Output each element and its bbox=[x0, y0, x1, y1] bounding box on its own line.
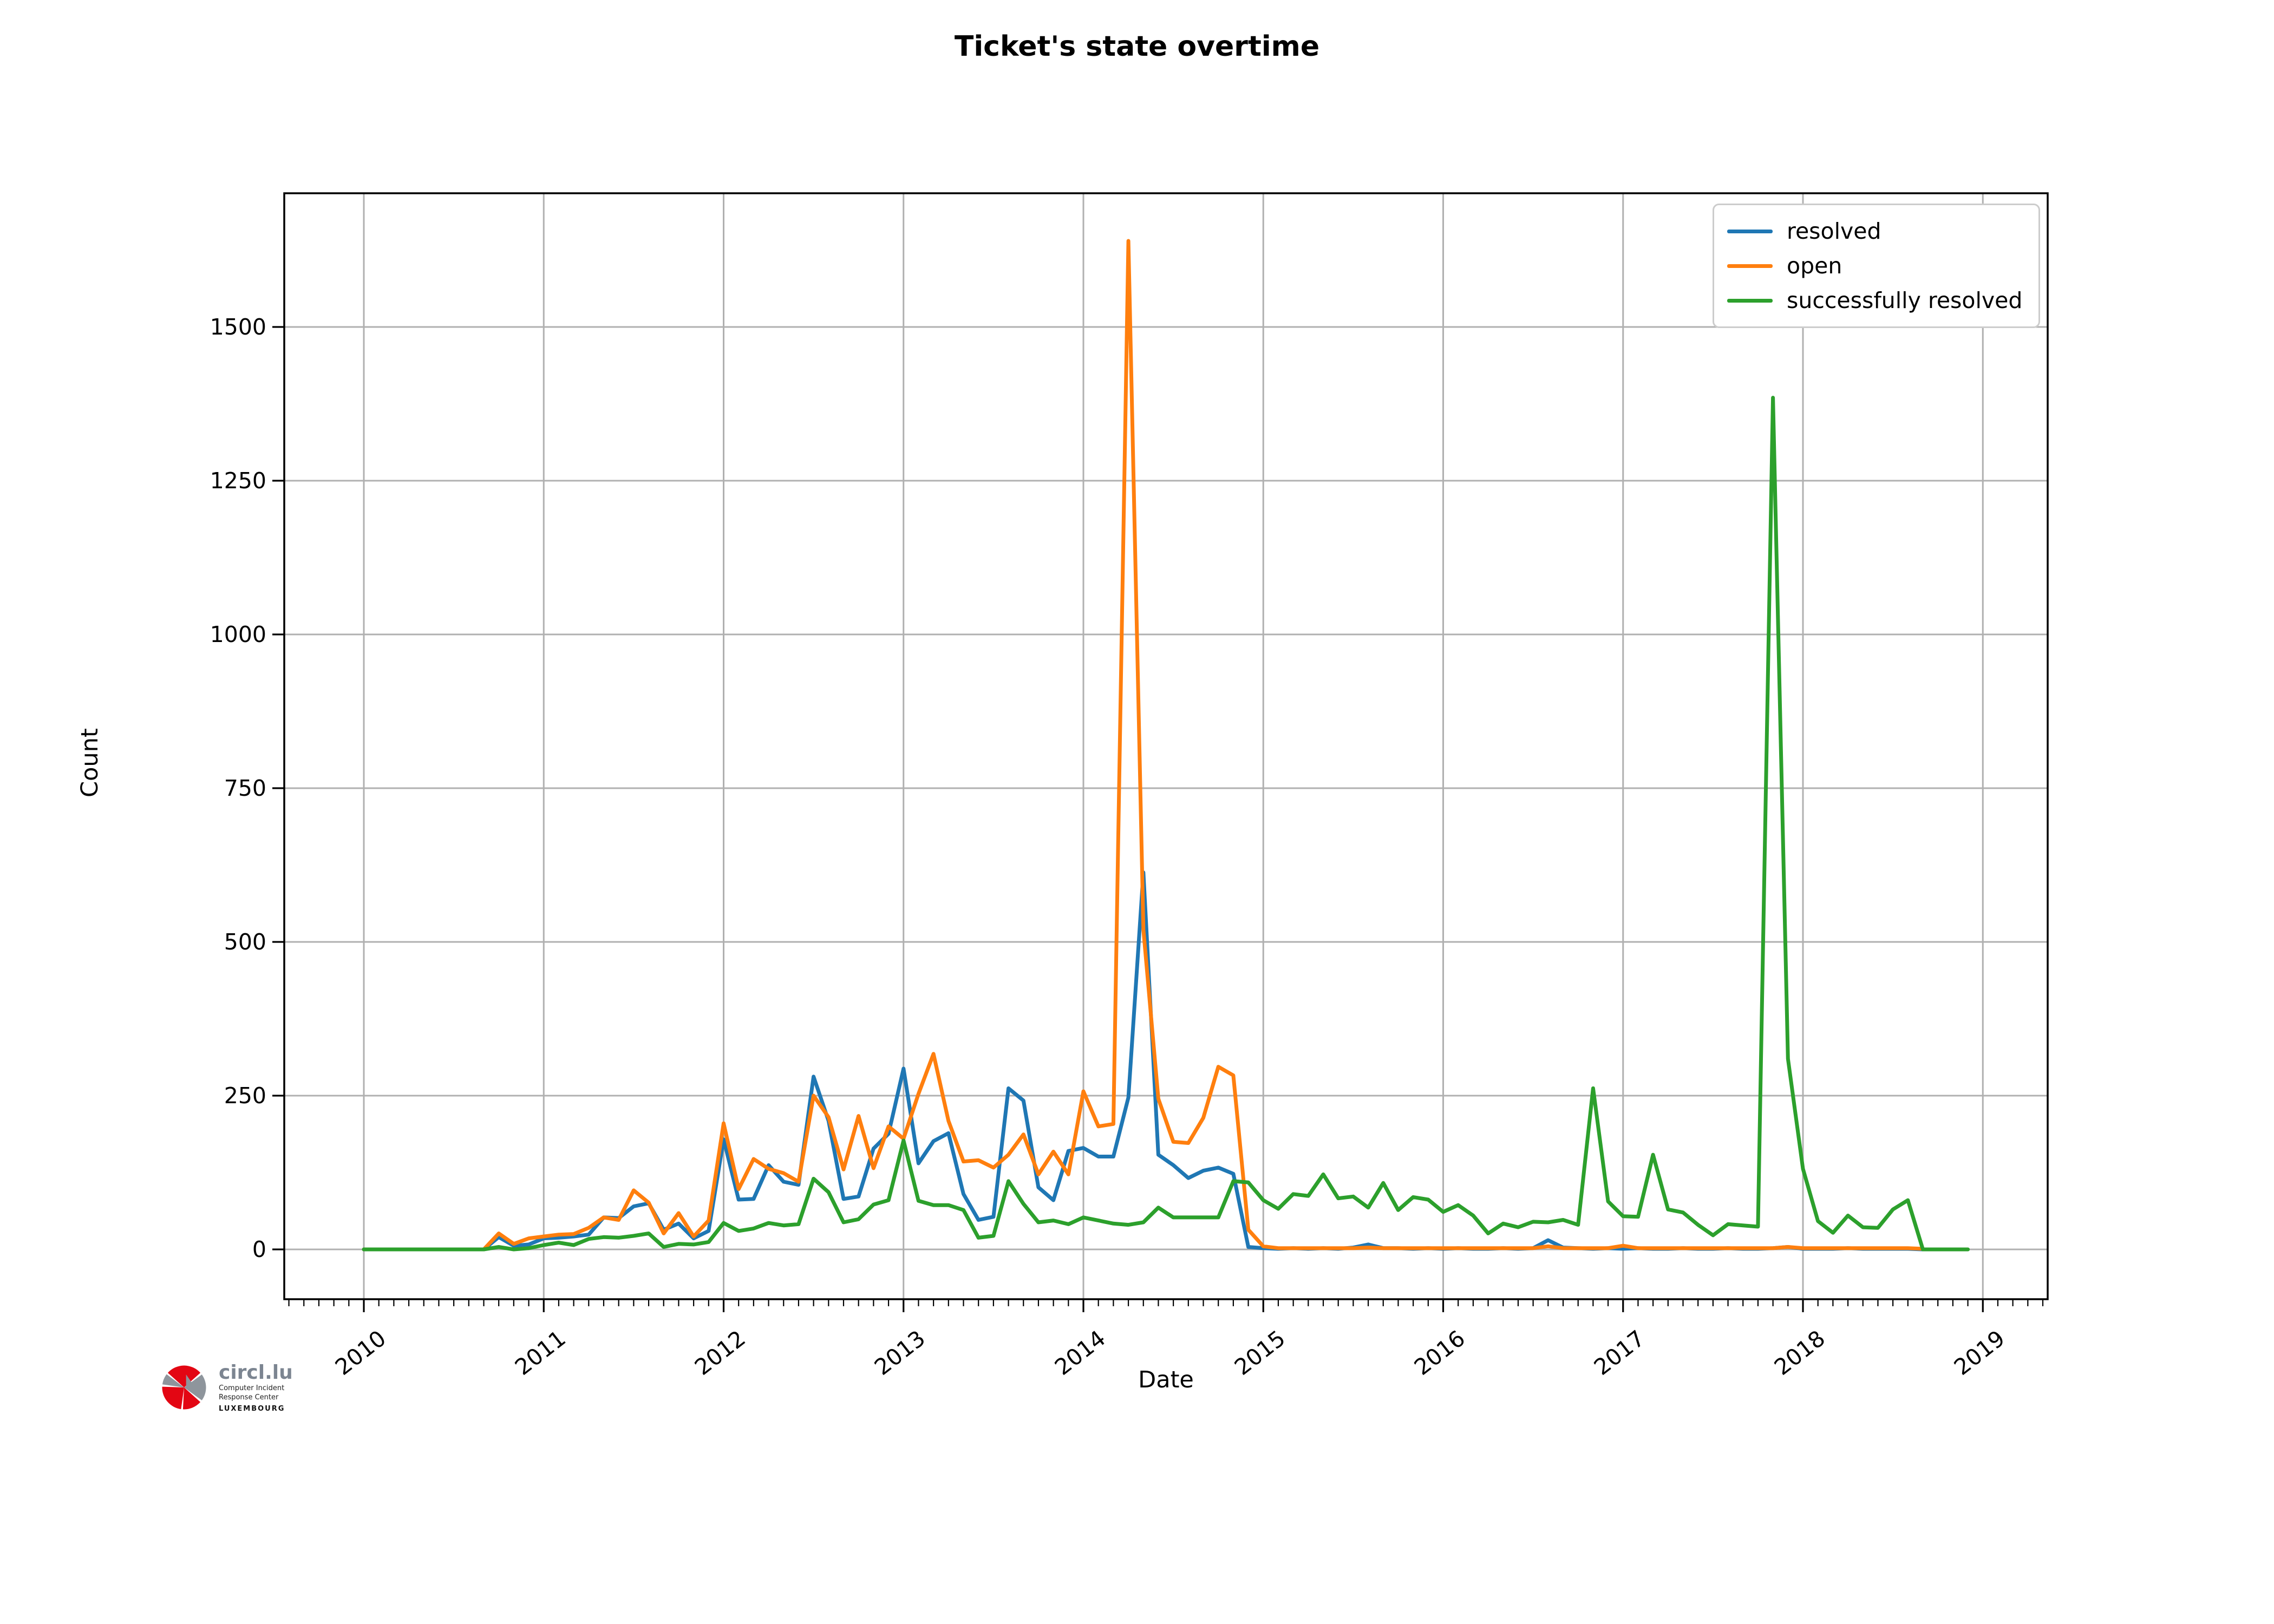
series-line-successfully-resolved bbox=[362, 396, 1970, 1252]
logo-sub-line2: Response Center bbox=[219, 1393, 279, 1402]
chart-title: Ticket's state overtime bbox=[954, 30, 1320, 63]
circl-logo: circl.lu Computer Incident Response Cent… bbox=[159, 1362, 293, 1414]
legend: resolved open successfully resolved bbox=[1713, 204, 2041, 328]
y-tick-label-250: 250 bbox=[224, 1083, 266, 1109]
legend-swatch-open bbox=[1727, 264, 1773, 268]
circl-logo-text: circl.lu Computer Incident Response Cent… bbox=[219, 1362, 293, 1414]
circl-logo-icon bbox=[162, 1365, 206, 1410]
legend-swatch-successfully-resolved bbox=[1727, 298, 1773, 303]
legend-swatch-resolved bbox=[1727, 229, 1773, 233]
legend-item-open: open bbox=[1727, 248, 2022, 283]
y-tick-label-1250: 1250 bbox=[210, 468, 266, 494]
plot-border bbox=[283, 192, 2049, 1300]
logo-country: LUXEMBOURG bbox=[219, 1405, 285, 1413]
y-tick-label-0: 0 bbox=[252, 1236, 266, 1262]
y-tick-label-1000: 1000 bbox=[210, 621, 266, 647]
y-tick-label-1500: 1500 bbox=[210, 314, 266, 340]
legend-item-resolved: resolved bbox=[1727, 214, 2022, 248]
x-axis-label: Date bbox=[1138, 1366, 1194, 1393]
legend-label: open bbox=[1787, 253, 1842, 279]
y-tick-label-500: 500 bbox=[224, 929, 266, 955]
series-line-open bbox=[362, 239, 1925, 1252]
legend-item-successfully-resolved: successfully resolved bbox=[1727, 283, 2022, 318]
y-axis-label: Count bbox=[76, 728, 103, 797]
legend-label: resolved bbox=[1787, 218, 1881, 244]
y-tick-label-750: 750 bbox=[224, 775, 266, 801]
legend-label: successfully resolved bbox=[1787, 287, 2023, 313]
logo-sub-line1: Computer Incident bbox=[219, 1384, 285, 1392]
logo-brand: circl.lu bbox=[219, 1361, 293, 1384]
